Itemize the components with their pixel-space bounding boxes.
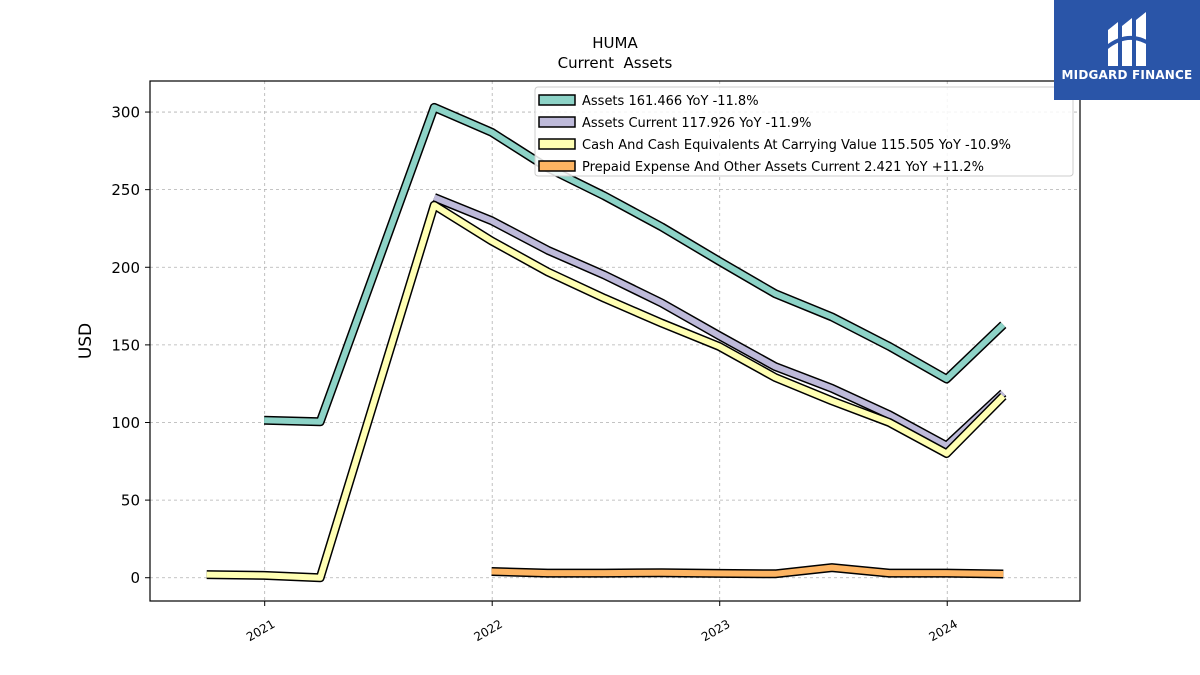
series-line [264, 104, 1006, 425]
legend-label: Prepaid Expense And Other Assets Current… [582, 160, 984, 175]
series-3 [206, 200, 1007, 583]
series-line [433, 194, 1006, 449]
legend: Assets 161.466 YoY -11.8% Assets Current … [534, 86, 1074, 177]
legend-label: Assets Current 117.926 YoY -11.9% [582, 116, 812, 131]
x-tick-label: 2021 [244, 617, 277, 644]
y-tick-label: 200 [111, 259, 140, 277]
legend-item: Prepaid Expense And Other Assets Current… [538, 160, 984, 175]
y-tick-label: 300 [111, 104, 140, 122]
legend-swatch [538, 160, 576, 172]
y-tick-label: 250 [111, 181, 140, 199]
y-tick-label: 50 [121, 492, 140, 510]
y-axis-label: USD [76, 323, 96, 359]
legend-label: Cash And Cash Equivalents At Carrying Va… [582, 138, 1011, 153]
x-tick-label: 2022 [471, 617, 504, 644]
x-tick-label: 2024 [927, 617, 960, 644]
legend-swatch [538, 138, 576, 150]
plot-frame [149, 80, 1081, 602]
chart-subtitle: Current Assets [558, 54, 673, 72]
y-axis: 0 50 100 150 200 250 300 [111, 104, 150, 587]
legend-item: Assets Current 117.926 YoY -11.9% [538, 116, 812, 131]
brand-name: MIDGARD FINANCE [1061, 68, 1193, 82]
series-line-outline [206, 200, 1007, 583]
x-tick-label: 2023 [699, 617, 732, 644]
series-layer [206, 102, 1007, 583]
y-tick-label: 100 [111, 414, 140, 432]
legend-box [534, 86, 1074, 177]
series-4 [491, 563, 1004, 579]
series-1 [263, 102, 1007, 427]
brand-mark-icon [1104, 12, 1152, 66]
legend-item: Cash And Cash Equivalents At Carrying Va… [538, 138, 1011, 153]
chart-title: HUMA [592, 34, 638, 52]
brand-logo: MIDGARD FINANCE [1054, 0, 1200, 100]
legend-swatch [538, 94, 576, 106]
series-line [206, 202, 1006, 581]
legend-item: Assets 161.466 YoY -11.8% [538, 94, 759, 109]
legend-swatch [538, 116, 576, 128]
legend-label: Assets 161.466 YoY -11.8% [582, 94, 759, 109]
series-2 [432, 193, 1007, 451]
x-axis: 2021 2022 2023 2024 [244, 601, 960, 644]
y-tick-label: 150 [111, 336, 140, 354]
series-line [491, 564, 1004, 577]
y-tick-label: 0 [130, 569, 140, 587]
